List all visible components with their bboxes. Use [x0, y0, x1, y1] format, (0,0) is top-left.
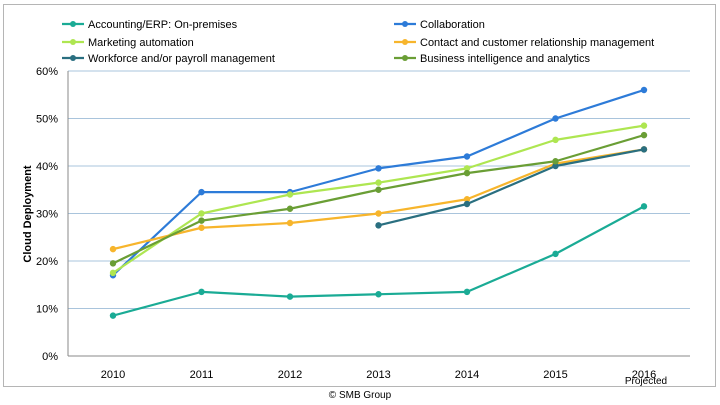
- legend-item: Contact and customer relationship manage…: [394, 37, 654, 49]
- legend-item: Marketing automation: [62, 37, 194, 49]
- legend-item: Collaboration: [394, 19, 485, 31]
- series-0: [109, 203, 648, 319]
- data-point: [286, 191, 294, 198]
- legend: Accounting/ERP: On-premises Collaboration…: [62, 19, 654, 65]
- data-point: [552, 162, 559, 170]
- data-point: [286, 205, 294, 212]
- data-point: [640, 131, 648, 139]
- y-axis: 0% 10% 20% 30% 40% 50% 60%: [36, 66, 69, 363]
- legend-label: Contact and customer relationship manage…: [420, 37, 654, 49]
- series-lines: [109, 86, 648, 319]
- data-point: [463, 288, 471, 296]
- x-tick-label: 2014: [455, 369, 479, 381]
- legend-swatch-marker: [402, 39, 408, 45]
- legend-swatch-marker: [70, 55, 76, 61]
- y-tick-label: 40%: [36, 161, 58, 173]
- y-tick-label: 20%: [36, 256, 58, 268]
- y-tick-label: 60%: [36, 66, 58, 78]
- legend-item: Workforce and/or payroll management: [62, 53, 275, 65]
- data-point: [463, 153, 471, 160]
- y-axis-label: Cloud Deployment: [22, 165, 34, 263]
- y-tick-label: 0%: [42, 351, 58, 363]
- data-point: [375, 186, 382, 193]
- data-point: [552, 250, 559, 258]
- data-point: [640, 203, 648, 210]
- x-tick-label: 2016: [632, 369, 656, 381]
- series-5: [109, 131, 648, 267]
- legend-swatch-marker: [70, 39, 76, 45]
- data-point: [463, 196, 471, 203]
- line-chart: 0%10%20%30%40%50%60% 2010 2011 2012 2013 201…: [22, 19, 690, 387]
- data-point: [640, 146, 648, 153]
- legend-label: Collaboration: [420, 19, 485, 31]
- data-point: [109, 260, 117, 267]
- data-point: [375, 179, 382, 186]
- x-tick-label: 2015: [543, 369, 567, 381]
- data-point: [109, 312, 117, 319]
- legend-swatch-marker: [402, 21, 408, 27]
- y-tick-label: 30%: [36, 209, 58, 221]
- data-point: [375, 210, 382, 217]
- data-point: [286, 219, 294, 227]
- data-point: [198, 288, 205, 296]
- copyright-footer: © SMB Group: [328, 390, 392, 401]
- x-axis: 2010 2011 2012 2013 2014 2015 2016: [68, 355, 690, 381]
- data-point: [198, 224, 205, 231]
- data-point: [463, 169, 471, 177]
- legend-label: Marketing automation: [88, 37, 194, 49]
- data-point: [552, 136, 559, 144]
- projected-note: Projected: [625, 376, 667, 387]
- legend-label: Business intelligence and analytics: [420, 53, 590, 65]
- data-point: [375, 165, 382, 172]
- data-point: [640, 122, 648, 129]
- data-point: [109, 245, 117, 253]
- legend-item: Accounting/ERP: On-premises: [62, 19, 238, 31]
- data-point: [198, 188, 205, 196]
- y-tick-label: 10%: [36, 304, 58, 316]
- legend-label: Workforce and/or payroll management: [88, 53, 275, 65]
- legend-swatch-marker: [70, 21, 76, 27]
- data-point: [463, 165, 471, 172]
- data-point: [552, 115, 559, 122]
- series-2: [109, 122, 648, 277]
- data-point: [375, 291, 382, 298]
- data-point: [375, 222, 382, 229]
- series-3: [109, 146, 648, 253]
- data-point: [198, 217, 205, 224]
- data-point: [552, 158, 559, 165]
- x-tick-label: 2010: [101, 369, 125, 381]
- legend-item: Business intelligence and analytics: [394, 53, 590, 65]
- data-point: [198, 210, 205, 217]
- series-line: [378, 148, 645, 227]
- data-point: [109, 269, 117, 277]
- data-point: [463, 200, 471, 208]
- legend-swatch-marker: [402, 55, 408, 61]
- y-tick-label: 50%: [36, 114, 58, 126]
- x-tick-label: 2011: [190, 369, 214, 381]
- chart-frame: [3, 4, 716, 387]
- data-point: [640, 86, 648, 94]
- x-tick-label: 2012: [278, 369, 302, 381]
- legend-label: Accounting/ERP: On-premises: [88, 19, 238, 31]
- series-4: [375, 146, 648, 229]
- x-tick-label: 2013: [366, 369, 390, 381]
- data-point: [286, 293, 294, 300]
